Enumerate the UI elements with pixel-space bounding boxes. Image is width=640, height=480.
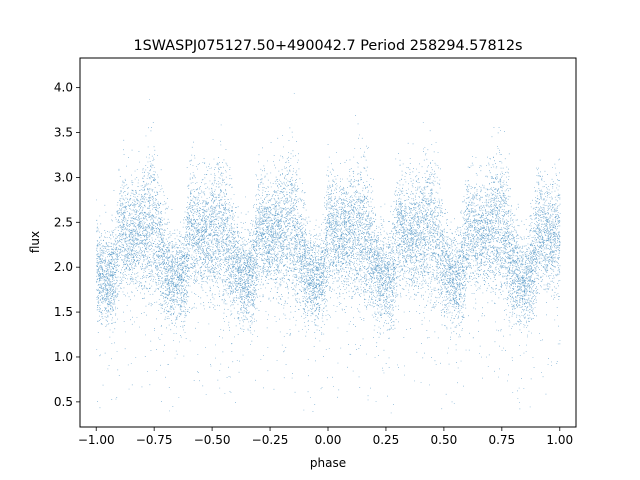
x-tick-label: 0.25 (373, 433, 400, 447)
x-axis: −1.00 −0.75 −0.50 −0.25 0.00 0.25 0.50 0.75 1.00 (78, 427, 573, 447)
y-axis: 0.5 1.0 1.5 2.0 2.5 3.0 3.5 4.0 (54, 81, 80, 409)
scatter-points (96, 93, 561, 414)
x-tick-label: −0.25 (252, 433, 289, 447)
x-tick-label: 0.75 (488, 433, 515, 447)
chart-title: 1SWASPJ075127.50+490042.7 Period 258294.… (134, 38, 523, 54)
x-tick-label: 1.00 (546, 433, 573, 447)
y-tick-label: 3.0 (54, 170, 73, 184)
y-tick-label: 2.5 (54, 215, 73, 229)
y-tick-label: 4.0 (54, 81, 73, 95)
y-tick-label: 3.5 (54, 126, 73, 140)
y-tick-label: 0.5 (54, 395, 73, 409)
x-axis-label: phase (310, 456, 346, 470)
x-tick-label: 0.00 (315, 433, 342, 447)
x-tick-label: 0.50 (431, 433, 458, 447)
y-tick-label: 2.0 (54, 260, 73, 274)
x-tick-label: −0.75 (136, 433, 173, 447)
y-tick-label: 1.0 (54, 350, 73, 364)
x-tick-label: −1.00 (78, 433, 115, 447)
y-tick-label: 1.5 (54, 305, 73, 319)
data-point-cloud (96, 93, 561, 414)
y-axis-label: flux (28, 231, 42, 253)
x-tick-label: −0.50 (194, 433, 231, 447)
